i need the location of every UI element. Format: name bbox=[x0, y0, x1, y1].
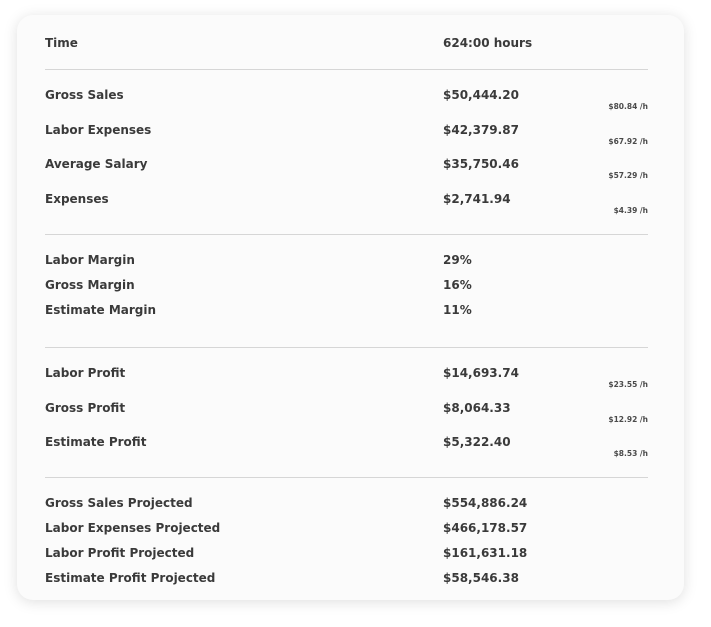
row-value: $554,886.24 bbox=[443, 496, 528, 510]
row-label: Labor Expenses bbox=[45, 122, 152, 137]
row-value: 29% bbox=[443, 253, 472, 267]
row-value: $50,444.20 bbox=[443, 88, 519, 102]
row-label: Expenses bbox=[45, 191, 109, 206]
row-value: $2,741.94 bbox=[443, 191, 511, 206]
row-rate: $67.92 /h bbox=[608, 136, 648, 146]
row-rate: $57.29 /h bbox=[608, 171, 648, 180]
divider bbox=[45, 477, 648, 478]
row-value: 11% bbox=[443, 303, 472, 317]
row-value: $5,322.40 bbox=[443, 435, 511, 449]
row-value: $35,750.46 bbox=[443, 157, 519, 171]
divider bbox=[45, 69, 648, 70]
row-rate: $23.55 /h bbox=[608, 380, 648, 389]
row-label: Estimate Margin bbox=[45, 303, 157, 317]
row-label: Average Salary bbox=[45, 157, 148, 171]
row-rate: $4.39 /h bbox=[613, 205, 648, 215]
row-value: $466,178.57 bbox=[443, 521, 528, 535]
row-value: 624:00 hours bbox=[443, 36, 533, 50]
summary-card: Time 624:00 hours Gross Sales $50,444.20 $80… bbox=[17, 15, 684, 600]
row-label: Labor Margin bbox=[45, 253, 135, 267]
row-label: Labor Expenses Projected bbox=[45, 521, 221, 535]
divider bbox=[45, 234, 648, 235]
row-rate: $8.53 /h bbox=[613, 449, 648, 458]
row-label: Gross Sales bbox=[45, 88, 124, 102]
row-value: $14,693.74 bbox=[443, 366, 519, 380]
row-label: Time bbox=[45, 36, 78, 50]
row-label: Gross Profit bbox=[45, 400, 126, 415]
row-value: $58,546.38 bbox=[443, 571, 519, 585]
row-label: Gross Margin bbox=[45, 278, 135, 292]
row-label: Labor Profit Projected bbox=[45, 546, 195, 560]
row-rate: $80.84 /h bbox=[608, 102, 648, 111]
row-label: Estimate Profit Projected bbox=[45, 571, 216, 585]
divider bbox=[45, 347, 648, 348]
row-value: $161,631.18 bbox=[443, 546, 528, 560]
row-value: $42,379.87 bbox=[443, 122, 519, 137]
row-label: Labor Profit bbox=[45, 366, 126, 380]
row-label: Gross Sales Projected bbox=[45, 496, 193, 510]
row-value: $8,064.33 bbox=[443, 400, 511, 415]
row-label: Estimate Profit bbox=[45, 435, 147, 449]
row-rate: $12.92 /h bbox=[608, 414, 648, 424]
row-value: 16% bbox=[443, 278, 472, 292]
